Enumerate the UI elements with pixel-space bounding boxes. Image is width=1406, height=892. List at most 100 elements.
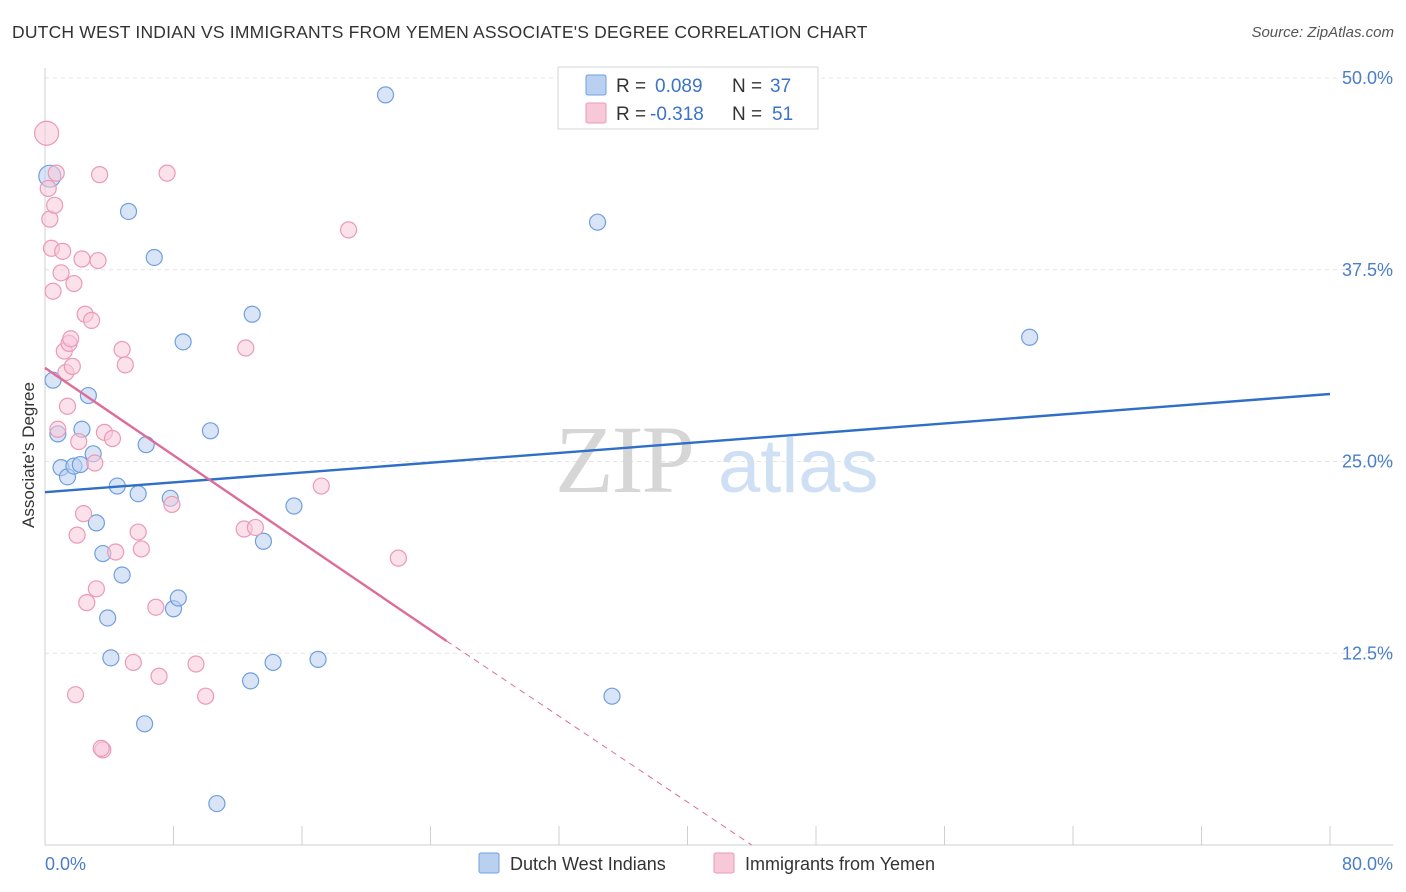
trend-line-yemen-extension bbox=[446, 640, 753, 846]
point-yemen bbox=[65, 274, 83, 293]
point-yemen bbox=[87, 580, 106, 598]
point-dutch-west-indian bbox=[254, 532, 273, 550]
point-yemen bbox=[62, 330, 80, 348]
point-yemen bbox=[58, 397, 77, 415]
point-dutch-west-indian bbox=[243, 305, 261, 323]
point-yemen bbox=[66, 686, 85, 704]
point-yemen bbox=[132, 540, 150, 558]
point-yemen bbox=[92, 739, 110, 757]
point-dutch-west-indian bbox=[208, 794, 226, 813]
point-dutch-west-indian bbox=[588, 213, 607, 231]
point-yemen bbox=[49, 420, 67, 438]
point-yemen bbox=[158, 164, 176, 182]
legend-swatch-dutch bbox=[585, 74, 607, 96]
legend-n-value-2: 51 bbox=[772, 104, 793, 125]
point-yemen bbox=[147, 598, 165, 616]
point-yemen bbox=[68, 526, 86, 544]
legend-r-value-2: -0.318 bbox=[650, 104, 704, 125]
y-axis-title: Associate's Degree bbox=[19, 382, 38, 528]
point-yemen bbox=[89, 251, 107, 270]
point-dutch-west-indian bbox=[174, 333, 192, 351]
point-dutch-west-indian bbox=[242, 672, 260, 690]
point-yemen bbox=[246, 518, 265, 537]
point-yemen bbox=[107, 543, 125, 561]
point-yemen bbox=[103, 429, 122, 448]
point-dutch-west-indian bbox=[264, 653, 282, 672]
trend-line-yemen bbox=[44, 366, 448, 642]
legend-n-label-2: N = bbox=[732, 104, 762, 125]
point-yemen bbox=[116, 356, 134, 374]
watermark: ZIP atlas bbox=[555, 406, 879, 513]
point-dutch-west-indian bbox=[87, 514, 106, 532]
y-tick-label: 50.0% bbox=[1342, 68, 1393, 88]
axes: 12.5% 25.0% 37.5% 50.0% 0.0% 80.0% bbox=[44, 68, 1393, 874]
point-yemen bbox=[339, 221, 358, 239]
source-credit: Source: ZipAtlas.com bbox=[1251, 24, 1394, 41]
watermark-atlas: atlas bbox=[718, 424, 879, 509]
x-tick-label-start: 0.0% bbox=[45, 854, 86, 874]
point-yemen bbox=[237, 339, 255, 357]
point-yemen bbox=[389, 549, 407, 567]
point-dutch-west-indian bbox=[119, 202, 138, 221]
bottom-legend-swatch-yemen bbox=[713, 852, 735, 874]
point-yemen bbox=[113, 340, 131, 359]
y-tick-label: 25.0% bbox=[1342, 452, 1393, 472]
data-points bbox=[34, 86, 1039, 813]
point-dutch-west-indian bbox=[99, 609, 117, 627]
point-yemen bbox=[73, 250, 91, 268]
point-yemen bbox=[78, 594, 96, 612]
point-yemen bbox=[44, 282, 62, 300]
legend-r-value-1: 0.089 bbox=[655, 76, 703, 97]
point-yemen bbox=[197, 687, 215, 705]
point-yemen bbox=[47, 164, 65, 182]
grid-lines bbox=[45, 77, 1393, 654]
bottom-legend-label-yemen: Immigrants from Yemen bbox=[745, 854, 935, 874]
point-dutch-west-indian bbox=[285, 497, 303, 515]
trend-line-dutch bbox=[44, 392, 1331, 494]
point-yemen bbox=[70, 432, 88, 451]
point-yemen bbox=[82, 311, 101, 329]
point-yemen bbox=[52, 264, 70, 282]
y-tick-label: 37.5% bbox=[1342, 260, 1393, 280]
point-yemen bbox=[124, 653, 142, 672]
bottom-legend-label-dutch: Dutch West Indians bbox=[510, 854, 666, 874]
point-yemen bbox=[187, 655, 205, 673]
watermark-zip: ZIP bbox=[555, 406, 693, 513]
chart-title: DUTCH WEST INDIAN VS IMMIGRANTS FROM YEM… bbox=[12, 22, 868, 42]
point-yemen bbox=[163, 495, 181, 514]
point-dutch-west-indian bbox=[145, 248, 163, 267]
point-yemen bbox=[34, 120, 60, 146]
point-dutch-west-indian bbox=[102, 649, 120, 667]
point-yemen bbox=[150, 667, 168, 685]
point-dutch-west-indian bbox=[113, 566, 131, 584]
point-dutch-west-indian bbox=[129, 485, 147, 503]
x-tick-label-end: 80.0% bbox=[1342, 854, 1393, 874]
point-dutch-west-indian bbox=[603, 687, 621, 705]
point-yemen bbox=[39, 179, 57, 198]
correlation-legend: R = 0.089 N = 37 R = -0.318 N = 51 bbox=[557, 66, 819, 130]
legend-n-value-1: 37 bbox=[770, 76, 791, 97]
y-tick-label: 12.5% bbox=[1342, 643, 1393, 663]
point-dutch-west-indian bbox=[71, 455, 89, 474]
point-dutch-west-indian bbox=[201, 422, 220, 440]
trend-lines bbox=[44, 366, 1331, 846]
point-dutch-west-indian bbox=[137, 436, 155, 454]
point-dutch-west-indian bbox=[135, 715, 154, 733]
point-yemen bbox=[46, 196, 64, 214]
legend-r-label-1: R = bbox=[616, 76, 646, 97]
point-yemen bbox=[91, 166, 109, 184]
legend-n-label-1: N = bbox=[732, 76, 762, 97]
bottom-legend-swatch-dutch bbox=[478, 852, 500, 874]
point-yemen bbox=[86, 454, 104, 472]
point-yemen bbox=[312, 477, 330, 495]
legend-swatch-yemen bbox=[585, 102, 607, 124]
point-dutch-west-indian bbox=[376, 86, 395, 104]
legend-r-label-2: R = bbox=[616, 104, 646, 125]
point-dutch-west-indian bbox=[1021, 328, 1039, 346]
point-yemen bbox=[74, 505, 93, 523]
point-dutch-west-indian bbox=[169, 589, 187, 607]
point-yemen bbox=[63, 357, 81, 375]
series-legend: Dutch West Indians Immigrants from Yemen bbox=[478, 852, 935, 874]
point-yemen bbox=[54, 242, 72, 260]
